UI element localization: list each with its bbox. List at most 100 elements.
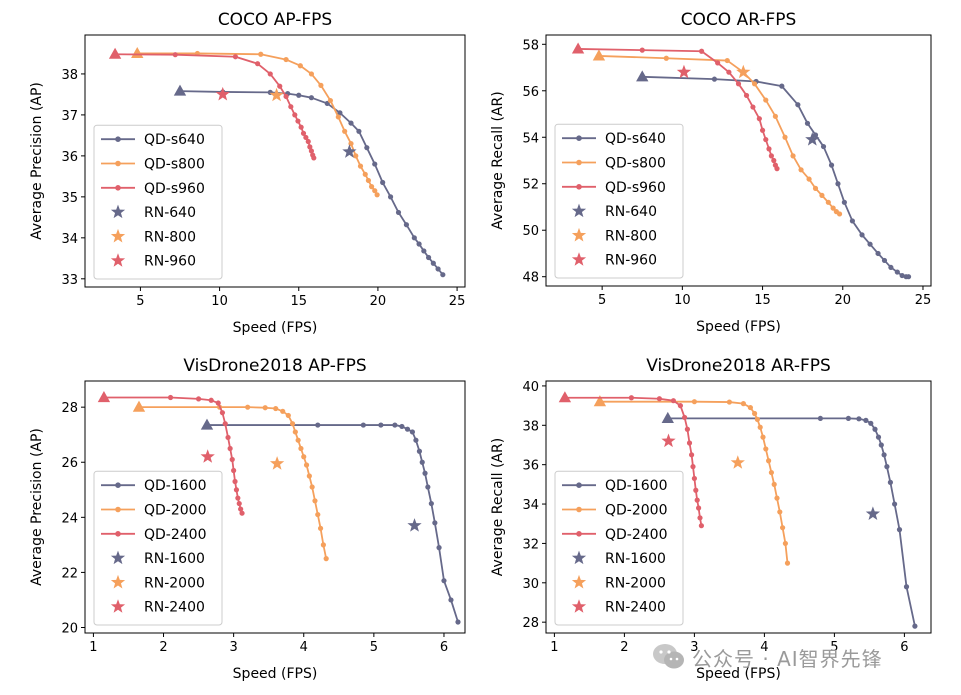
start-marker-qd-2000 [132,400,146,412]
data-point-qd-s800 [724,57,730,64]
data-point-qd-s640 [828,162,835,168]
start-marker-qd-2400 [97,391,111,403]
data-point-qd-s800 [763,97,769,103]
data-point-qd-s800 [806,176,812,182]
legend-label: RN-2000 [605,575,666,591]
legend-marker [115,506,121,513]
legend-star [110,574,126,589]
x-tick-label: 20 [370,294,387,309]
data-point-qd-s640 [387,194,394,200]
data-point-qd-1600 [903,584,910,590]
data-point-qd-s640 [337,110,343,116]
data-point-qd-s800 [836,211,843,217]
data-point-qd-s960 [743,92,750,99]
start-marker-qd-2000 [593,395,607,407]
data-point-qd-s640 [899,272,905,279]
data-point-qd-s640 [841,199,847,205]
data-point-qd-1600 [912,623,918,629]
legend-star [110,228,126,243]
legend-star [571,574,587,589]
data-point-qd-1600 [887,479,894,485]
data-point-qd-s640 [440,272,446,278]
data-point-qd-s800 [365,177,372,184]
data-point-qd-s640 [435,266,441,272]
data-point-qd-1600 [896,527,903,533]
x-tick-label: 10 [211,294,228,309]
data-point-qd-2000 [245,404,251,410]
legend-star [110,550,126,565]
data-point-qd-s960 [726,69,732,75]
data-point-qd-s960 [307,144,313,150]
data-point-qd-s800 [812,185,819,191]
legend-star [571,550,587,565]
start-marker-qd-s640 [636,70,649,82]
plot-frame [545,34,932,287]
star-marker-rn-960 [676,64,692,79]
legend-label: QD-2400 [144,527,206,543]
data-point-qd-s640 [411,235,417,241]
y-tick-label: 34 [522,498,539,513]
data-point-qd-2400 [686,440,693,446]
data-point-qd-2000 [317,525,324,531]
data-point-qd-2000 [763,446,769,452]
data-point-qd-2000 [298,445,304,452]
y-axis-label: Average Recall (AR) [490,438,506,576]
start-marker-qd-s800 [592,49,606,61]
x-axis-label: Speed (FPS) [696,319,781,335]
series-line-qd-1600 [667,417,916,627]
x-tick-label: 5 [136,294,144,309]
data-point-qd-2400 [690,464,696,470]
data-point-qd-2000 [289,421,296,427]
data-point-qd-s800 [335,114,341,120]
legend-label: QD-s960 [144,181,205,197]
start-marker-qd-s960 [571,42,585,54]
data-point-qd-2400 [235,495,241,501]
data-point-qd-s800 [327,97,334,104]
legend-star [571,227,587,242]
start-marker-qd-1600 [200,418,214,430]
data-point-qd-2000 [774,495,780,501]
legend-label: RN-640 [144,205,196,221]
data-point-qd-2400 [208,397,214,403]
x-tick-label: 5 [370,640,378,655]
legend-marker [115,136,121,142]
wechat-icon [653,644,684,669]
data-point-qd-s640 [421,248,427,254]
data-point-qd-s960 [735,81,742,87]
data-point-qd-2400 [691,475,698,482]
data-point-qd-1600 [881,452,887,458]
data-point-qd-2000 [280,408,286,414]
data-point-qd-2400 [693,487,699,493]
data-point-qd-s640 [356,128,362,134]
legend-label: QD-s800 [144,157,205,173]
legend-marker [576,482,582,489]
data-point-qd-2000 [301,454,307,460]
data-point-qd-s640 [372,161,378,167]
data-point-qd-s640 [859,232,865,238]
data-point-qd-2400 [215,400,221,406]
legend-marker [576,159,582,166]
watermark-text: 公众号 · AI智界先锋 [692,646,883,671]
y-tick-label: 24 [61,511,78,526]
y-tick-label: 50 [522,224,539,239]
legend-label: RN-2400 [605,600,666,616]
data-point-qd-s960 [756,116,762,122]
y-tick-label: 32 [522,537,539,552]
data-point-qd-2400 [167,394,174,401]
legend-label: RN-1600 [605,551,666,567]
data-point-qd-2000 [306,473,312,479]
data-point-qd-1600 [845,415,852,422]
plot-marks [558,391,918,629]
y-tick-label: 37 [61,109,78,124]
legend-marker [576,184,582,190]
y-tick-label: 28 [522,616,539,631]
data-point-qd-s960 [771,157,777,164]
data-point-qd-1600 [436,545,442,551]
y-tick-label: 36 [61,150,78,165]
star-marker-rn-1600 [865,506,881,520]
data-point-qd-2000 [312,498,318,504]
data-point-qd-s960 [715,60,721,66]
legend-label: RN-800 [144,229,196,245]
data-point-qd-s800 [368,184,375,190]
chart-title: VisDrone2018 AR-FPS [646,356,831,376]
